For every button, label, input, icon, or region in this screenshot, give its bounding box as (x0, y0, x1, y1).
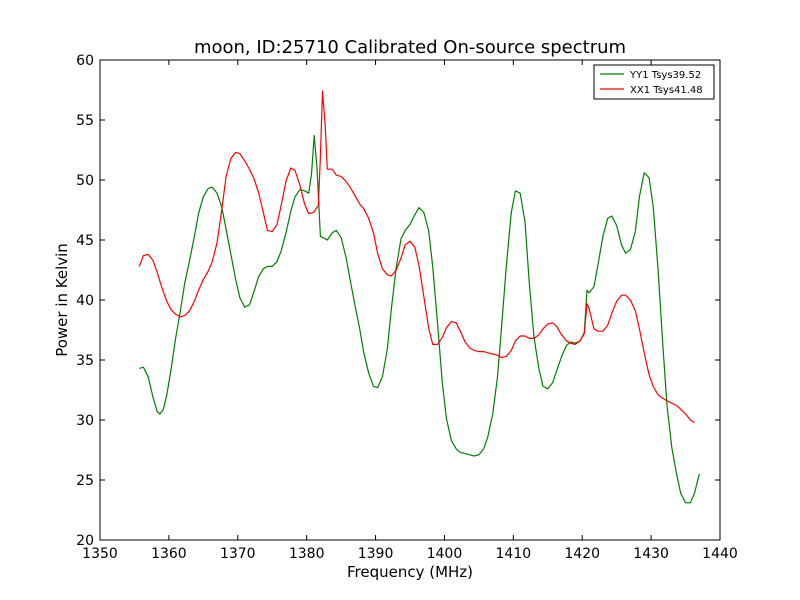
series-line-xx1 (138, 90, 695, 423)
x-tick-label: 1370 (220, 546, 256, 562)
x-tick-label: 1350 (82, 546, 118, 562)
y-tick-label: 35 (76, 353, 94, 369)
legend-label-yy1: YY1 Tsys39.52 (629, 70, 701, 81)
chart-title: moon, ID:25710 Calibrated On-source spec… (194, 37, 626, 58)
y-tick-label: 50 (76, 173, 94, 189)
y-tick-label: 30 (76, 413, 94, 429)
x-tick-label: 1400 (427, 546, 463, 562)
x-tick-label: 1430 (633, 546, 669, 562)
x-tick-label: 1380 (289, 546, 325, 562)
plot-area: 1350 1360 1370 1380 1390 1400 1410 1420 1430 1440… (76, 53, 738, 562)
y-tick-label: 40 (76, 293, 94, 309)
x-axis-title: Frequency (MHz) (347, 563, 473, 581)
x-tick-label: 1390 (358, 546, 394, 562)
y-tick-label: 60 (76, 53, 94, 69)
plot-background (100, 60, 720, 540)
x-tick-label: 1440 (702, 546, 738, 562)
x-tick-label: 1420 (564, 546, 600, 562)
x-tick-label: 1410 (496, 546, 532, 562)
legend-box (593, 64, 715, 100)
legend-label-xx1: XX1 Tsys41.48 (630, 85, 703, 96)
y-axis-ticks: 20 25 30 35 40 45 50 55 60 (76, 53, 720, 549)
x-axis-ticks: 1350 1360 1370 1380 1390 1400 1410 1420 1430 1440 (82, 60, 738, 562)
y-axis-title: Power in Kelvin (53, 243, 71, 357)
y-tick-label: 55 (76, 113, 94, 129)
y-tick-label: 45 (76, 233, 94, 249)
series-layer (138, 90, 700, 504)
y-tick-label: 20 (76, 533, 94, 549)
x-tick-label: 1360 (151, 546, 187, 562)
series-line-yy1 (139, 135, 700, 504)
y-tick-label: 25 (76, 473, 94, 489)
legend: YY1 Tsys39.52 XX1 Tsys41.48 (593, 64, 715, 100)
